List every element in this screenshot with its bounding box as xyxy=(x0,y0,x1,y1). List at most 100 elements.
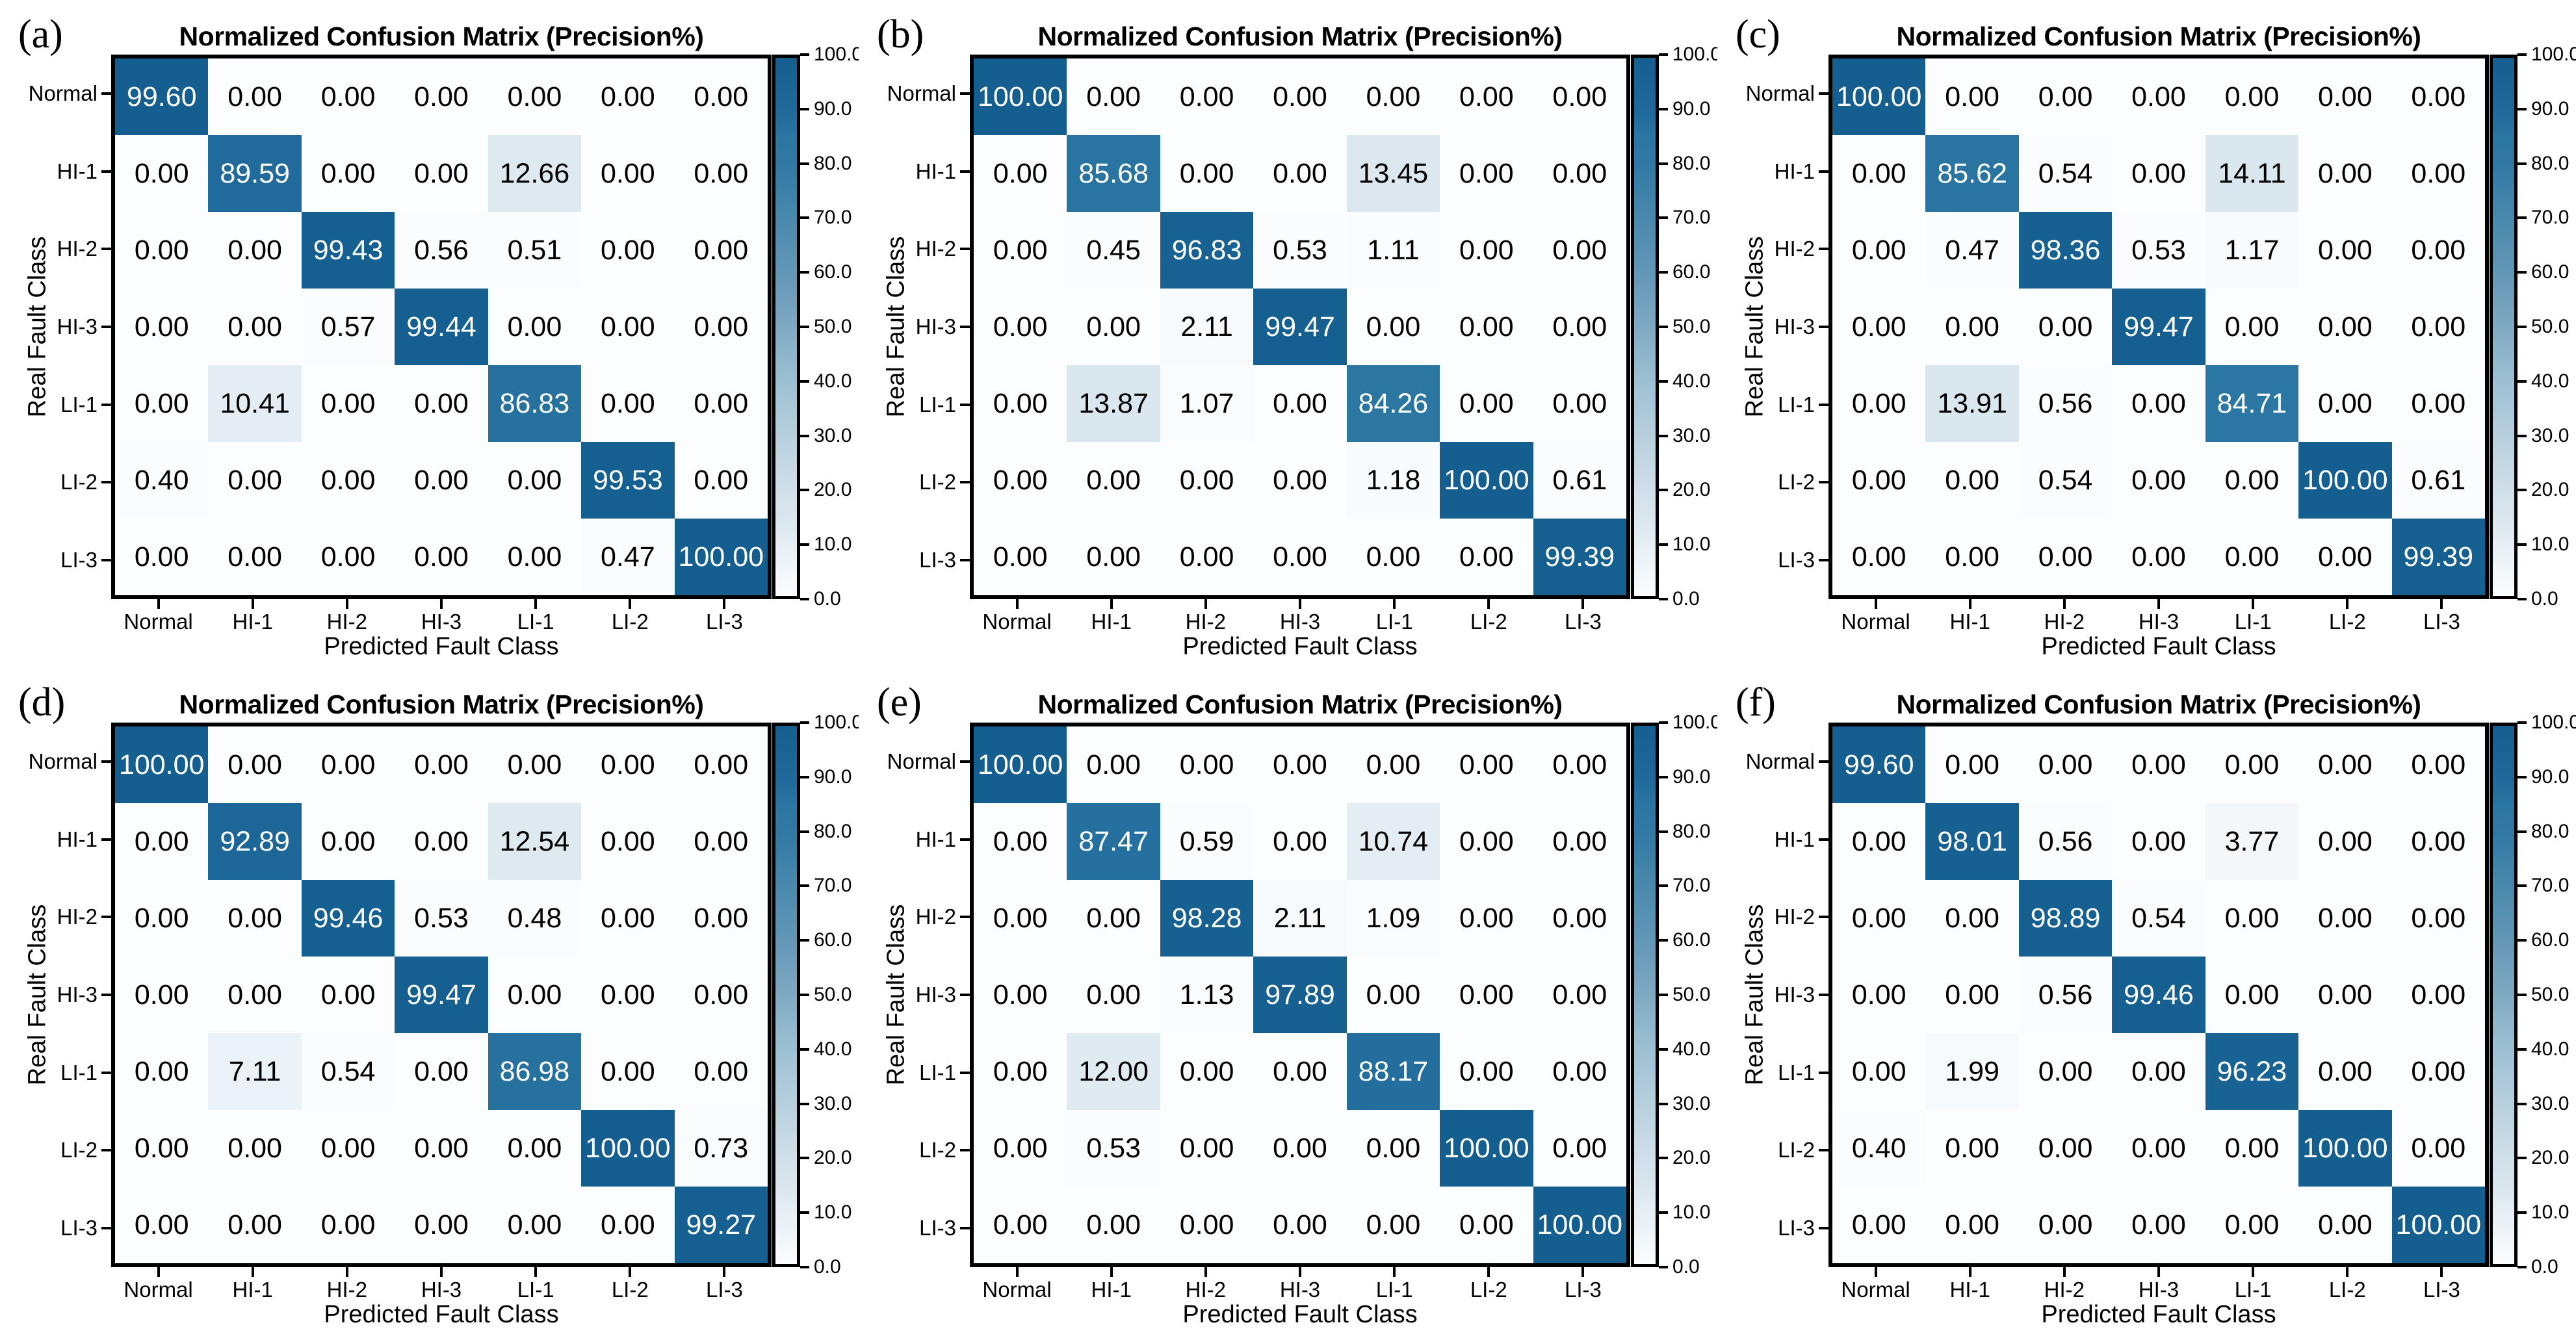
panel-letter: (f) xyxy=(1736,680,1776,725)
y-tick-label: LI-3 xyxy=(919,548,956,572)
matrix-cell: 7.11 xyxy=(208,1033,302,1110)
y-tick-mark xyxy=(101,248,111,251)
matrix-cell: 0.00 xyxy=(301,519,395,595)
x-tick-marks xyxy=(111,599,772,609)
colorbar-tick-mark xyxy=(1659,939,1668,942)
colorbar-tick-label: 20.0 xyxy=(1672,479,1711,501)
matrix-cell: 0.00 xyxy=(1440,58,1533,135)
y-tick-mark xyxy=(1819,325,1828,328)
matrix-cell: 0.00 xyxy=(1440,957,1533,1033)
matrix-cell: 0.57 xyxy=(301,289,395,365)
colorbar-tick-mark xyxy=(800,598,809,600)
heatmap-grid: 100.00 0.00 0.00 0.00 0.00 0.00 0.00 0.00 85.68 0… xyxy=(970,55,1630,599)
matrix-cell: 99.39 xyxy=(2391,519,2485,595)
matrix-cell: 0.00 xyxy=(2112,803,2205,880)
colorbar-tick-mark xyxy=(2517,939,2527,942)
x-tick-label: LI-2 xyxy=(1470,610,1507,634)
matrix-cell: 0.00 xyxy=(2298,212,2392,289)
y-tick-marks xyxy=(101,55,111,599)
colorbar-tick-label: 20.0 xyxy=(814,479,852,501)
matrix-cell: 0.00 xyxy=(1832,1187,1926,1263)
x-tick-mark xyxy=(1874,599,1877,609)
colorbar-tick-label: 80.0 xyxy=(814,152,852,174)
matrix-cell: 0.00 xyxy=(974,1187,1067,1263)
matrix-cell: 100.00 xyxy=(1440,1110,1533,1187)
y-tick-label: HI-2 xyxy=(1774,905,1815,929)
matrix-cell: 12.54 xyxy=(488,803,582,880)
colorbar-tick-mark xyxy=(2517,326,2527,328)
matrix-cell: 0.00 xyxy=(1253,519,1347,595)
colorbar-tick-label: 70.0 xyxy=(1672,207,1711,229)
matrix-cell: 0.00 xyxy=(2018,289,2113,365)
y-tick-mark xyxy=(101,481,111,484)
colorbar-tick-mark xyxy=(2517,162,2527,165)
y-tick-label: Normal xyxy=(28,749,98,773)
matrix-cell: 98.28 xyxy=(1160,880,1254,957)
matrix-cell: 0.00 xyxy=(1925,1187,2019,1263)
matrix-cell: 0.00 xyxy=(115,880,209,957)
colorbar-tick-mark xyxy=(1659,994,1668,996)
matrix-cell: 0.00 xyxy=(488,957,582,1033)
matrix-cell: 1.17 xyxy=(2205,212,2299,289)
matrix-cell: 0.00 xyxy=(1253,803,1347,880)
matrix-cell: 86.83 xyxy=(488,365,582,442)
matrix-cell: 0.00 xyxy=(1067,1187,1160,1263)
matrix-cell: 0.00 xyxy=(2018,519,2113,595)
matrix-cell: 0.54 xyxy=(2112,880,2205,957)
colorbar-tick-label: 30.0 xyxy=(2531,1092,2569,1114)
colorbar-tick-label: 50.0 xyxy=(1672,984,1711,1005)
matrix-cell: 0.00 xyxy=(581,135,675,212)
y-tick-label: Normal xyxy=(887,749,956,773)
matrix-cell: 0.00 xyxy=(2112,1110,2205,1187)
colorbar-tick-label: 70.0 xyxy=(2531,207,2569,229)
x-axis-label: Predicted Fault Class xyxy=(1182,1301,1418,1328)
matrix-cell: 0.00 xyxy=(1925,880,2019,957)
x-tick-marks xyxy=(1828,1267,2489,1277)
matrix-cell: 0.00 xyxy=(488,1110,582,1187)
matrix-cell: 100.00 xyxy=(1533,1187,1626,1263)
x-tick-mark xyxy=(251,1267,254,1277)
colorbar-tick-label: 60.0 xyxy=(814,929,852,951)
matrix-cell: 99.47 xyxy=(1253,289,1347,365)
colorbar-tick-label: 30.0 xyxy=(2531,424,2569,446)
colorbar-tick-mark xyxy=(1659,543,1668,546)
x-tick-mark xyxy=(157,599,160,609)
y-tick-mark xyxy=(1819,760,1828,763)
y-tick-label: LI-1 xyxy=(919,1060,956,1085)
matrix-cell: 0.00 xyxy=(1253,1187,1347,1263)
colorbar-tick-mark xyxy=(1659,379,1668,383)
matrix-cell: 0.00 xyxy=(581,365,675,442)
colorbar-tick-labels: 100.0 90.0 80.0 70.0 60.0 50.0 40.0 30.0 20.0 10.… xyxy=(800,713,859,1277)
matrix-cell: 0.00 xyxy=(2112,365,2205,442)
matrix-cell: 0.00 xyxy=(2298,365,2392,442)
matrix-cell: 98.01 xyxy=(1925,803,2019,880)
matrix-cell: 0.00 xyxy=(674,880,768,957)
x-tick-mark xyxy=(1204,599,1207,609)
matrix-cell: 0.00 xyxy=(2018,726,2113,803)
colorbar-tick-label: 70.0 xyxy=(814,207,852,229)
matrix-cell: 0.00 xyxy=(1832,957,1926,1033)
matrix-cell: 0.51 xyxy=(488,212,582,289)
matrix-cell: 0.00 xyxy=(2205,880,2299,957)
matrix-cell: 0.00 xyxy=(115,365,209,442)
matrix-cell: 0.00 xyxy=(301,442,395,519)
x-tick-label: HI-3 xyxy=(2138,1278,2179,1302)
colorbar-tick-mark xyxy=(2517,598,2527,600)
y-tick-label: LI-2 xyxy=(1778,470,1815,495)
colorbar-tick-mark xyxy=(800,107,809,110)
matrix-cell: 0.00 xyxy=(1160,135,1254,212)
colorbar-tick-labels: 100.0 90.0 80.0 70.0 60.0 50.0 40.0 30.0 20.0 10.… xyxy=(800,45,859,609)
matrix-cell: 0.00 xyxy=(2298,957,2392,1033)
y-tick-mark xyxy=(1819,1227,1828,1230)
x-tick-label: HI-1 xyxy=(232,1278,273,1302)
heatmap-grid: 100.00 0.00 0.00 0.00 0.00 0.00 0.00 0.00 85.62 0… xyxy=(1828,55,2489,599)
colorbar-tick-label: 100.0 xyxy=(2531,44,2576,65)
matrix-cell: 99.43 xyxy=(301,212,395,289)
colorbar-tick-label: 100.0 xyxy=(814,712,859,733)
matrix-cell: 0.00 xyxy=(1067,957,1160,1033)
colorbar-tick-mark xyxy=(800,994,809,996)
matrix-cell: 0.00 xyxy=(2391,212,2485,289)
y-tick-mark xyxy=(101,838,111,841)
matrix-cell: 0.00 xyxy=(581,212,675,289)
colorbar-tick-label: 10.0 xyxy=(2531,533,2569,556)
